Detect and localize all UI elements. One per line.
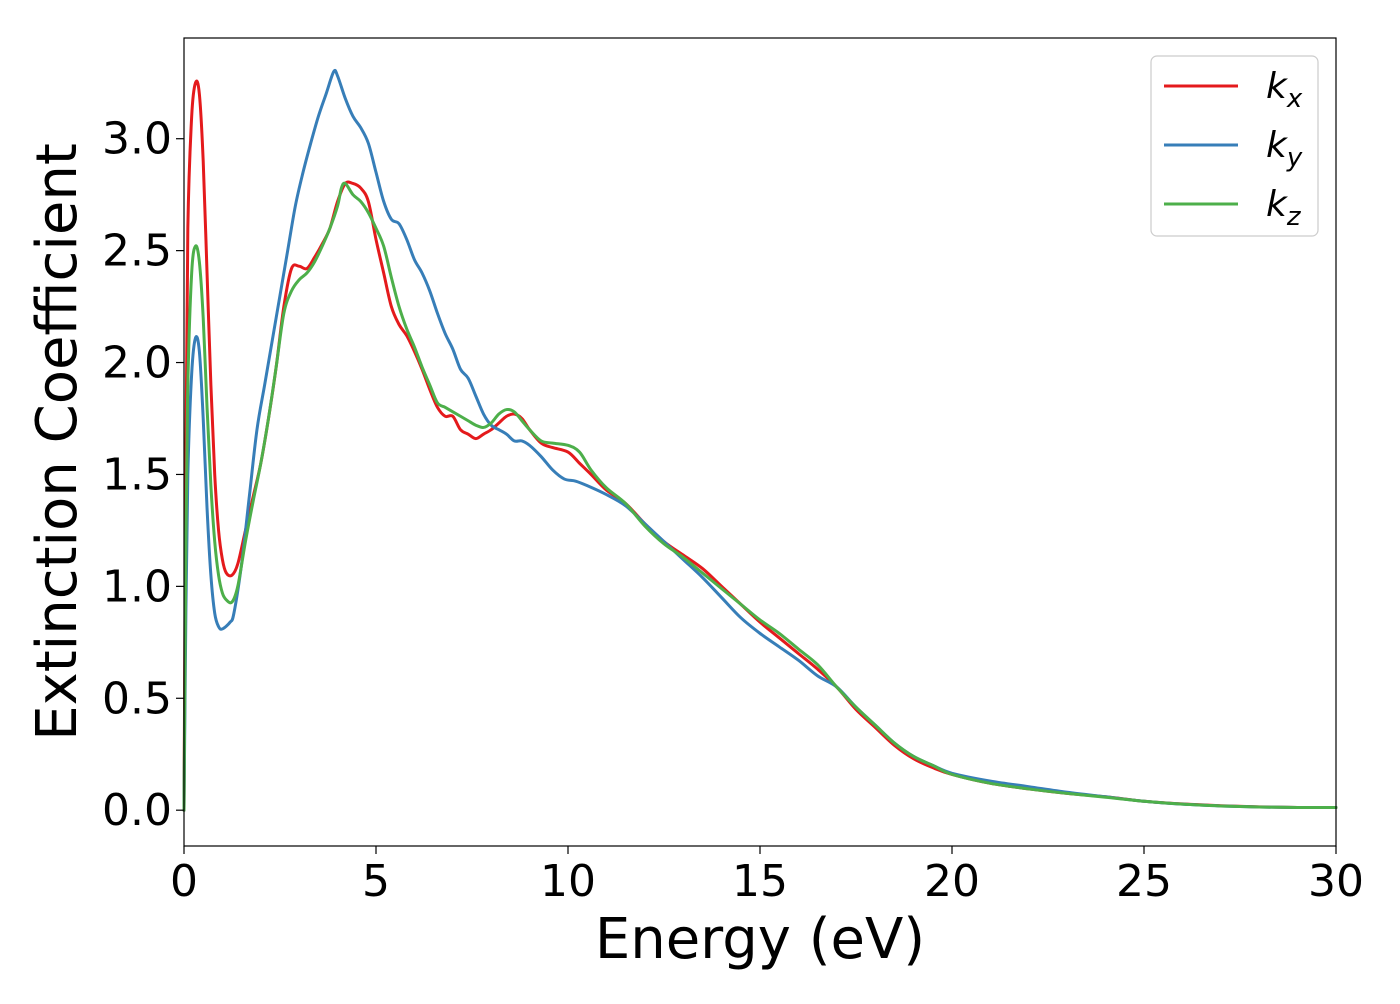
x-tick-label: 25 [1116, 856, 1172, 907]
y-tick-label: 2.5 [102, 226, 172, 277]
legend-subscript: x [1286, 84, 1303, 114]
y-axis: 0.0 0.5 1.0 1.5 2.0 2.5 3.0 [102, 114, 184, 836]
x-axis: 0 5 10 15 20 25 30 [170, 846, 1364, 907]
x-tick-label: 20 [924, 856, 980, 907]
legend-subscript: y [1286, 143, 1303, 173]
legend-subscript: z [1286, 202, 1302, 232]
x-tick-label: 30 [1308, 856, 1364, 907]
y-tick-label: 2.0 [102, 338, 172, 389]
y-tick-label: 1.0 [102, 561, 172, 612]
series-layer [182, 68, 1338, 812]
series-line-x [182, 79, 1338, 812]
x-axis-label: Energy (eV) [595, 907, 925, 972]
x-tick-label: 0 [170, 856, 198, 907]
y-axis-label: Extinction Coefficient [25, 143, 90, 741]
x-tick-label: 10 [540, 856, 596, 907]
x-tick-label: 15 [732, 856, 788, 907]
y-tick-label: 0.5 [102, 673, 172, 724]
y-tick-label: 1.5 [102, 449, 172, 500]
series-line-z [182, 181, 1338, 812]
y-tick-label: 0.0 [102, 785, 172, 836]
x-tick-label: 5 [362, 856, 390, 907]
y-tick-label: 3.0 [102, 114, 172, 165]
